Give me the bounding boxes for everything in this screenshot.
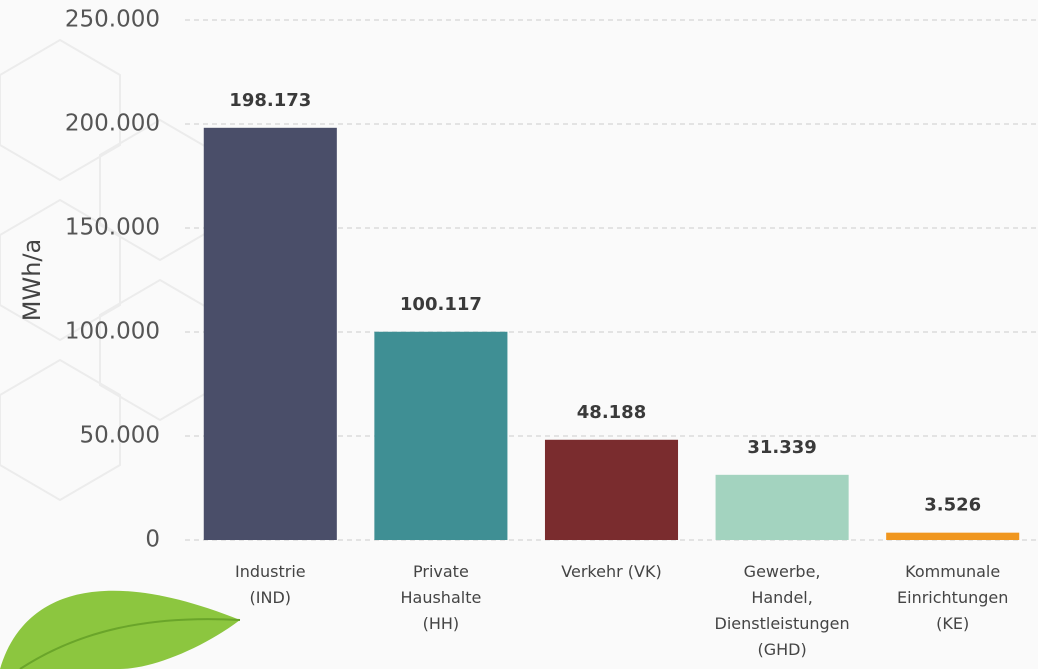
x-tick-label: Gewerbe, Handel, Dienstleistungen (GHD) xyxy=(715,562,850,659)
y-tick-label: 150.000 xyxy=(65,215,160,241)
data-label: 198.173 xyxy=(229,90,311,111)
x-tick-label: Kommunale Einrichtungen (KE) xyxy=(897,562,1008,633)
y-tick-label: 100.000 xyxy=(65,319,160,345)
y-tick-label: 0 xyxy=(145,527,160,553)
data-label: 48.188 xyxy=(577,402,646,423)
bar xyxy=(203,127,337,540)
leaf-vein xyxy=(19,618,241,669)
leaf-decoration xyxy=(0,590,240,669)
bar xyxy=(544,439,679,540)
x-tick-label: Verkehr (VK) xyxy=(561,562,661,581)
data-label: 31.339 xyxy=(747,437,816,458)
bar xyxy=(886,532,1020,540)
y-tick-label: 250.000 xyxy=(65,7,160,33)
bar xyxy=(374,331,508,540)
bar xyxy=(715,474,849,540)
y-tick-label: 200.000 xyxy=(65,111,160,137)
y-axis-label: MWh/a xyxy=(18,239,46,321)
x-tick-label: Industrie (IND) xyxy=(235,562,306,607)
data-label: 100.117 xyxy=(400,294,482,315)
x-tick-label: Private Haushalte (HH) xyxy=(400,562,481,633)
data-label: 3.526 xyxy=(924,495,981,516)
y-tick-label: 50.000 xyxy=(80,423,160,449)
